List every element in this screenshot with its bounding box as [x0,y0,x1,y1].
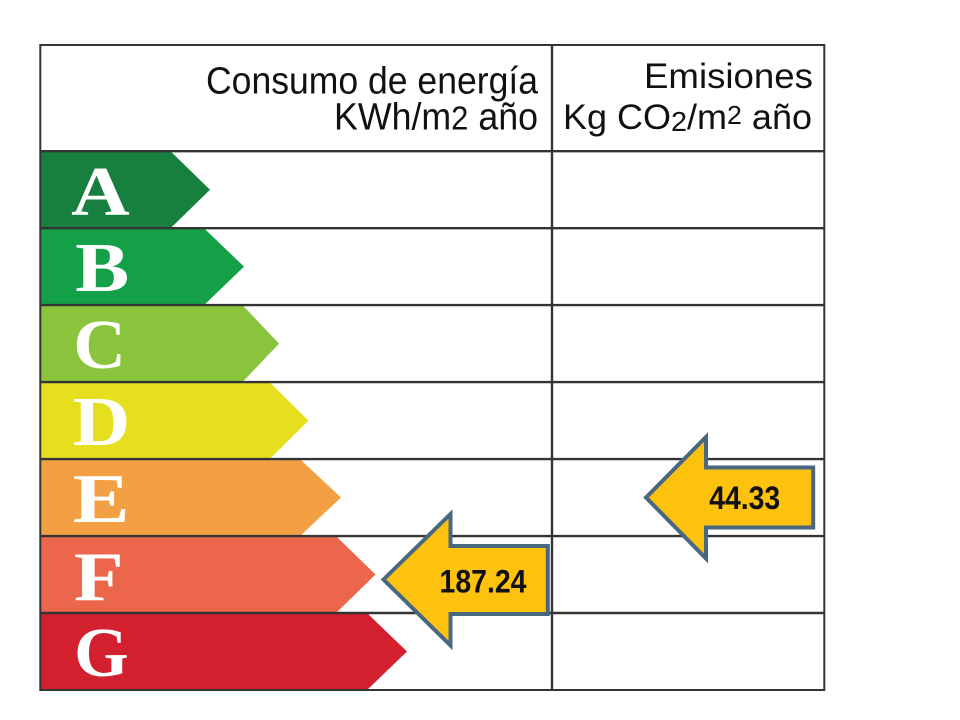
svg-text:F: F [74,538,124,615]
svg-text:Consumo de energía: Consumo de energía [206,61,539,103]
svg-text:C: C [73,306,126,383]
svg-text:187.24: 187.24 [440,563,527,599]
svg-text:Kg CO2/m2 año: Kg CO 2/m2 año [563,98,812,137]
svg-text:44.33: 44.33 [709,480,780,516]
svg-text:E: E [73,460,130,537]
svg-text:KWh/m2 año: KWh/m2 año [334,97,538,139]
svg-text:B: B [75,229,129,307]
svg-text:D: D [73,383,130,461]
svg-text:G: G [74,615,128,692]
svg-text:Emisiones: Emisiones [644,56,813,96]
svg-text:A: A [71,153,130,231]
